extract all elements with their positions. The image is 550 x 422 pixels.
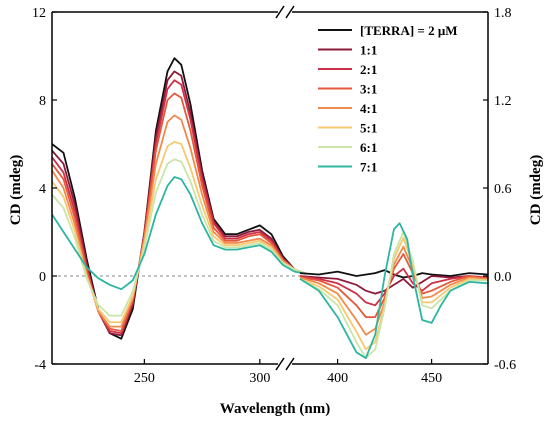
series-line-left-3: [51, 92, 307, 332]
series-line-right-1: [299, 275, 489, 295]
tick-marks: [52, 11, 488, 365]
break-slash-0a: [275, 5, 285, 19]
series-line-left-1: [51, 70, 307, 337]
left-x-tick-label: 250: [134, 371, 155, 386]
right-y-tick-label: 1.2: [494, 94, 512, 109]
break-slash-1b: [285, 357, 295, 371]
series-line-left-7: [51, 176, 307, 291]
right-y-axis-title: CD (mdeg): [528, 155, 544, 225]
series-line-right-7: [299, 222, 489, 359]
legend-label-3: 3:1: [360, 82, 377, 97]
right-y-tick-label: 1.8: [494, 6, 512, 21]
chart-axes: [51, 11, 489, 365]
break-slash-0b: [285, 5, 295, 19]
axis-break-marker: [275, 5, 295, 371]
legend-label-1: 1:1: [360, 43, 377, 58]
left-y-tick-label: 4: [39, 182, 46, 197]
right-panel-series: [299, 222, 489, 359]
legend-label-5: 5:1: [360, 121, 377, 136]
left-panel-series: [51, 57, 307, 340]
left-y-tick-label: 12: [32, 6, 46, 21]
right-y-tick-label: 0.6: [494, 182, 512, 197]
series-line-left-0: [51, 57, 307, 340]
legend-label-4: 4:1: [360, 101, 377, 116]
legend-label-7: 7:1: [360, 160, 377, 175]
series-line-right-2: [299, 267, 489, 307]
left-x-tick-label: 300: [249, 371, 270, 386]
tick-labels: -4 0 4 8 12 -0.6 0.0 0.6 1.2 1.8 250 300 400 450: [32, 6, 516, 386]
right-y-tick-label: 0.0: [494, 270, 512, 285]
break-slash-1a: [275, 357, 285, 371]
series-line-left-6: [51, 158, 307, 317]
legend-label-2: 2:1: [360, 62, 377, 77]
left-y-tick-label: 0: [39, 270, 46, 285]
legend-label-0: [TERRA] = 2 μM: [360, 23, 457, 38]
right-x-tick-label: 450: [421, 371, 442, 386]
right-x-tick-label: 400: [327, 371, 348, 386]
chart-legend: [TERRA] = 2 μM 1:1 2:1 3:1 4:1 5:1 6:1 7:1: [318, 23, 457, 175]
series-line-right-4: [299, 245, 489, 336]
right-y-tick-label: -0.6: [494, 358, 516, 373]
left-y-tick-label: 8: [39, 94, 46, 109]
series-line-right-0: [299, 269, 489, 279]
left-y-axis-title: CD (mdeg): [8, 155, 24, 225]
x-axis-title: Wavelength (nm): [220, 401, 330, 417]
legend-label-6: 6:1: [360, 140, 377, 155]
series-line-right-6: [299, 231, 488, 359]
series-line-left-5: [51, 140, 307, 324]
series-line-right-3: [299, 253, 489, 318]
left-y-tick-label: -4: [34, 358, 46, 373]
series-line-left-4: [51, 114, 307, 328]
